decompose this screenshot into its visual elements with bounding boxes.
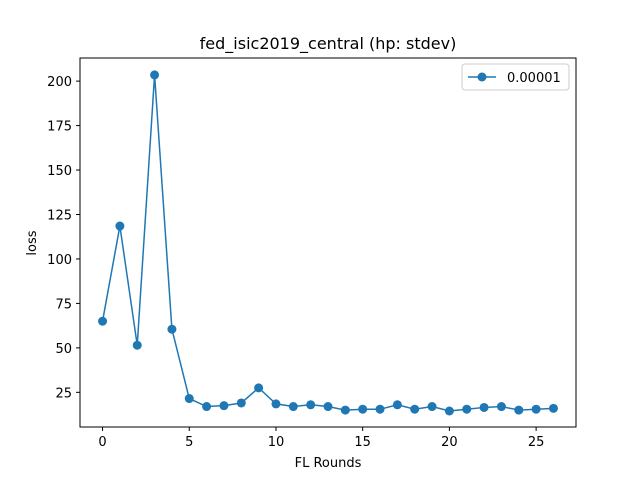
data-point [514, 405, 524, 415]
y-axis-label: loss [25, 230, 40, 255]
y-tick-label: 50 [55, 342, 72, 357]
chart-title: fed_isic2019_central (hp: stdev) [200, 34, 457, 54]
plot-frame [79, 57, 577, 428]
data-point [288, 402, 298, 412]
y-tick-label: 125 [47, 208, 72, 223]
data-point [236, 398, 246, 408]
data-point [358, 404, 368, 414]
data-point [340, 405, 350, 415]
x-tick-label: 25 [528, 435, 545, 450]
x-tick-label: 10 [268, 435, 285, 450]
data-point [167, 324, 177, 334]
data-point [271, 399, 281, 409]
legend-box [461, 63, 570, 91]
legend: 0.00001 [461, 63, 570, 91]
data-point [98, 316, 108, 326]
legend-marker [477, 72, 487, 82]
data-point [323, 402, 333, 412]
data-point [184, 394, 194, 404]
x-axis-label: FL Rounds [295, 456, 362, 471]
x-tick-label: 0 [98, 435, 106, 450]
y-tick-label: 100 [47, 253, 72, 268]
y-tick-label: 175 [47, 120, 72, 135]
data-point [444, 406, 454, 416]
y-tick-label: 200 [47, 75, 72, 90]
data-point [202, 402, 212, 412]
data-point [115, 221, 125, 231]
data-point [479, 402, 489, 412]
data-point [410, 404, 420, 414]
data-point [392, 400, 402, 410]
data-point [254, 383, 264, 393]
data-point [462, 404, 472, 414]
y-axis: 25 50 75 100 125 150 175 200 [47, 75, 80, 401]
data-point [306, 400, 316, 410]
y-tick-label: 150 [47, 164, 72, 179]
plot-area [98, 70, 558, 416]
y-tick-label: 25 [55, 386, 72, 401]
x-axis: 0 5 10 15 20 25 [98, 427, 544, 450]
data-point [496, 402, 506, 412]
data-point [132, 340, 142, 350]
data-point [548, 403, 558, 413]
data-point [427, 402, 437, 412]
x-tick-label: 5 [185, 435, 193, 450]
data-point [531, 404, 541, 414]
x-tick-label: 20 [441, 435, 458, 450]
data-point [219, 401, 229, 411]
x-tick-label: 15 [354, 435, 371, 450]
legend-label: 0.00001 [507, 71, 561, 86]
y-tick-label: 75 [55, 297, 72, 312]
data-point [375, 404, 385, 414]
data-point [150, 70, 160, 80]
